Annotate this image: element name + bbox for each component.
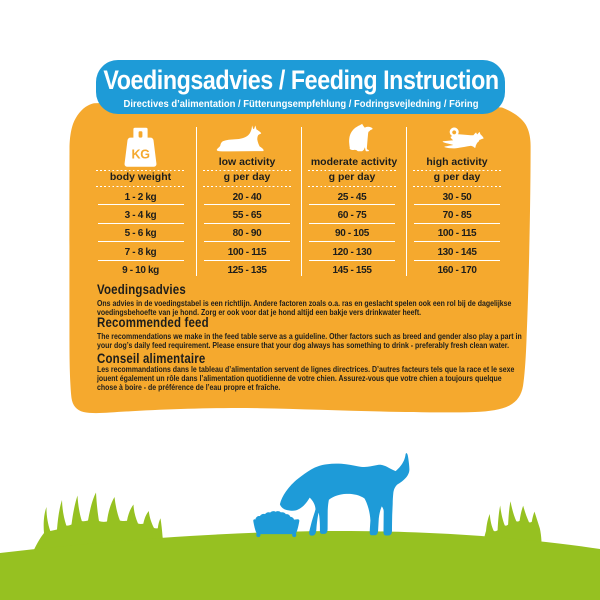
svg-text:KG: KG — [132, 148, 150, 162]
